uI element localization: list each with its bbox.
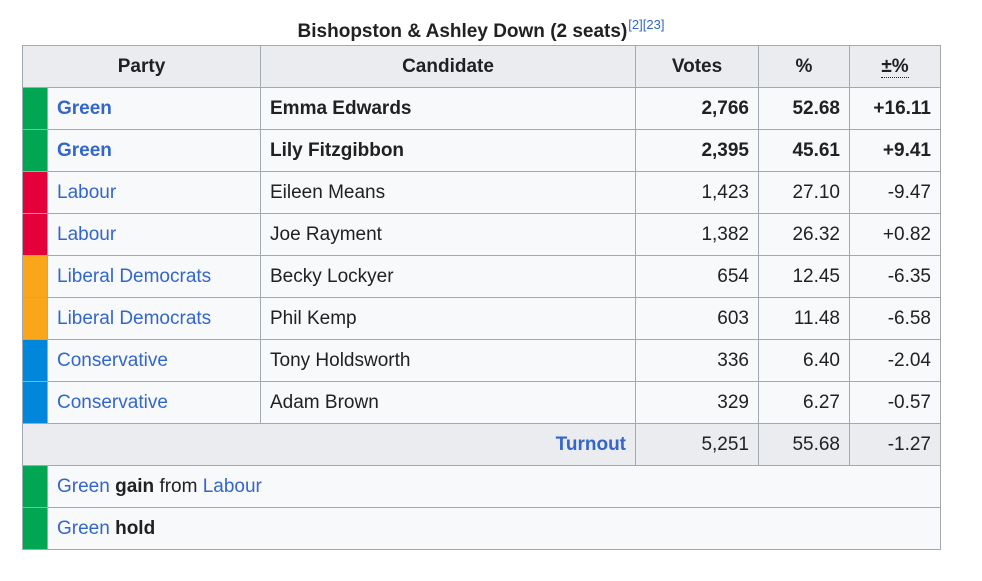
- candidate-row: Labour Joe Rayment 1,382 26.32 +0.82: [22, 213, 941, 256]
- turnout-row: Turnout 5,251 55.68 -1.27: [22, 423, 941, 466]
- result-from-party-link[interactable]: Labour: [202, 475, 262, 497]
- candidate-name: Tony Holdsworth: [260, 339, 636, 382]
- candidate-name: Adam Brown: [260, 381, 636, 424]
- header-votes: Votes: [635, 45, 759, 88]
- party-cell: Labour: [47, 171, 261, 214]
- candidate-row: Green Emma Edwards 2,766 52.68 +16.11: [22, 87, 941, 130]
- reference-links: [2][23]: [628, 17, 664, 32]
- reference-link[interactable]: [2]: [628, 17, 643, 32]
- votes-cell: 2,395: [635, 129, 759, 172]
- candidate-name: Phil Kemp: [260, 297, 636, 340]
- change-cell: -9.47: [849, 171, 941, 214]
- result-party-link[interactable]: Green: [57, 475, 110, 497]
- party-link[interactable]: Liberal Democrats: [57, 265, 212, 287]
- header-percent: %: [758, 45, 850, 88]
- change-cell: -6.58: [849, 297, 941, 340]
- table-title: Bishopston & Ashley Down (2 seats): [297, 21, 628, 42]
- percent-cell: 45.61: [758, 129, 850, 172]
- turnout-link[interactable]: Turnout: [555, 433, 626, 455]
- percent-cell: 26.32: [758, 213, 850, 256]
- party-cell: Conservative: [47, 339, 261, 382]
- party-cell: Green: [47, 129, 261, 172]
- result-row: Green gain from Labour: [22, 465, 941, 508]
- change-abbr[interactable]: ±%: [881, 55, 909, 78]
- party-cell: Conservative: [47, 381, 261, 424]
- votes-cell: 1,382: [635, 213, 759, 256]
- percent-cell: 6.40: [758, 339, 850, 382]
- candidate-name: Eileen Means: [260, 171, 636, 214]
- reference-link[interactable]: [23]: [642, 17, 665, 32]
- party-color-swatch: [22, 507, 48, 550]
- result-row: Green hold: [22, 507, 941, 550]
- party-link[interactable]: Labour: [57, 181, 117, 203]
- party-color-swatch: [22, 129, 48, 172]
- candidate-name: Joe Rayment: [260, 213, 636, 256]
- party-link[interactable]: Green: [57, 139, 112, 161]
- turnout-change: -1.27: [849, 423, 941, 466]
- header-party: Party: [22, 45, 261, 88]
- percent-cell: 11.48: [758, 297, 850, 340]
- candidate-name: Becky Lockyer: [260, 255, 636, 298]
- header-candidate: Candidate: [260, 45, 636, 88]
- party-color-swatch: [22, 381, 48, 424]
- candidate-name: Emma Edwards: [260, 87, 636, 130]
- party-link[interactable]: Liberal Democrats: [57, 307, 212, 329]
- party-color-swatch: [22, 213, 48, 256]
- votes-cell: 654: [635, 255, 759, 298]
- change-cell: -6.35: [849, 255, 941, 298]
- result-party-link[interactable]: Green: [57, 517, 110, 539]
- party-color-swatch: [22, 171, 48, 214]
- party-color-swatch: [22, 339, 48, 382]
- result-text: Green gain from Labour: [47, 465, 941, 508]
- party-link[interactable]: Labour: [57, 223, 117, 245]
- party-color-swatch: [22, 87, 48, 130]
- table-caption: Bishopston & Ashley Down (2 seats)[2][23…: [22, 10, 940, 47]
- change-cell: +16.11: [849, 87, 941, 130]
- result-verb: hold: [115, 517, 156, 539]
- header-change[interactable]: ±%: [849, 45, 941, 88]
- party-color-swatch: [22, 297, 48, 340]
- percent-cell: 6.27: [758, 381, 850, 424]
- candidate-row: Conservative Tony Holdsworth 336 6.40 -2.04: [22, 339, 941, 382]
- votes-cell: 603: [635, 297, 759, 340]
- change-cell: +0.82: [849, 213, 941, 256]
- candidate-row: Liberal Democrats Becky Lockyer 654 12.45 -6…: [22, 255, 941, 298]
- party-link[interactable]: Conservative: [57, 391, 168, 413]
- party-cell: Liberal Democrats: [47, 255, 261, 298]
- result-verb: gain: [115, 475, 155, 497]
- party-color-swatch: [22, 255, 48, 298]
- party-link[interactable]: Green: [57, 97, 112, 119]
- candidate-row: Conservative Adam Brown 329 6.27 -0.57: [22, 381, 941, 424]
- change-cell: -2.04: [849, 339, 941, 382]
- votes-cell: 329: [635, 381, 759, 424]
- result-text: Green hold: [47, 507, 941, 550]
- party-link[interactable]: Conservative: [57, 349, 168, 371]
- candidate-row: Labour Eileen Means 1,423 27.10 -9.47: [22, 171, 941, 214]
- votes-cell: 336: [635, 339, 759, 382]
- votes-cell: 1,423: [635, 171, 759, 214]
- party-color-swatch: [22, 465, 48, 508]
- turnout-percent: 55.68: [758, 423, 850, 466]
- header-row: Party Candidate Votes % ±%: [22, 45, 941, 88]
- percent-cell: 27.10: [758, 171, 850, 214]
- votes-cell: 2,766: [635, 87, 759, 130]
- change-cell: +9.41: [849, 129, 941, 172]
- party-cell: Labour: [47, 213, 261, 256]
- percent-cell: 52.68: [758, 87, 850, 130]
- election-results-table: Party Candidate Votes % ±% Green Emma Edw…: [22, 45, 941, 550]
- party-cell: Green: [47, 87, 261, 130]
- turnout-votes: 5,251: [635, 423, 759, 466]
- percent-cell: 12.45: [758, 255, 850, 298]
- turnout-label-cell: Turnout: [22, 423, 636, 466]
- change-cell: -0.57: [849, 381, 941, 424]
- result-from: from: [159, 475, 198, 497]
- party-cell: Liberal Democrats: [47, 297, 261, 340]
- candidate-name: Lily Fitzgibbon: [260, 129, 636, 172]
- candidate-row: Liberal Democrats Phil Kemp 603 11.48 -6.58: [22, 297, 941, 340]
- candidate-row: Green Lily Fitzgibbon 2,395 45.61 +9.41: [22, 129, 941, 172]
